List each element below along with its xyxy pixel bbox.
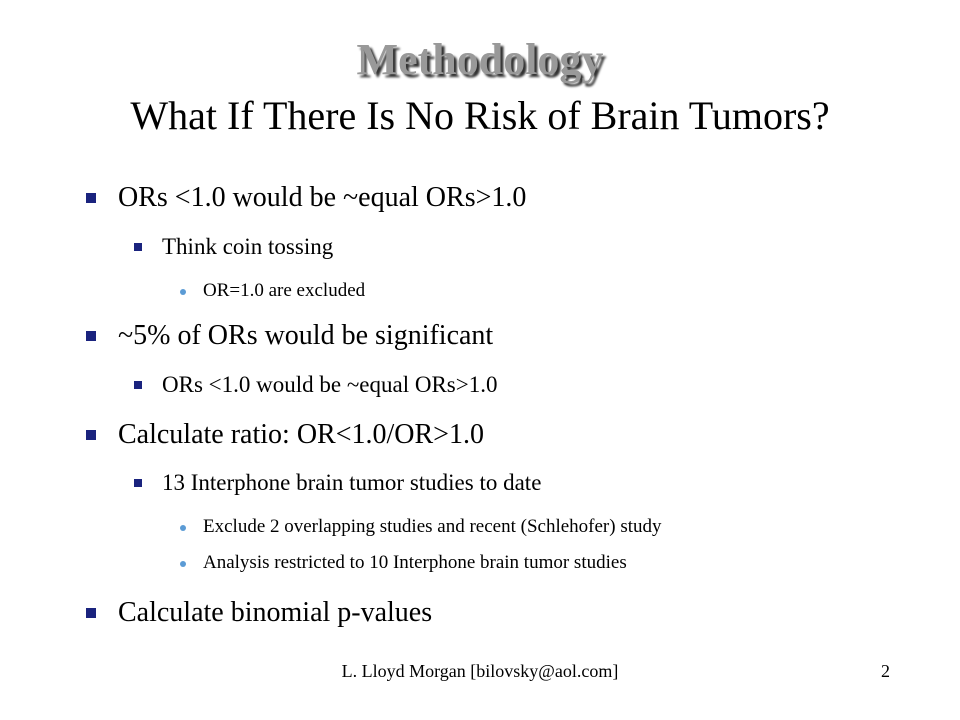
- square-bullet-icon: [134, 479, 142, 487]
- square-bullet-icon: [86, 608, 96, 618]
- bullet-text: Calculate ratio: OR<1.0/OR>1.0: [118, 419, 484, 450]
- bullet-item: Calculate ratio: OR<1.0/OR>1.0: [118, 418, 484, 452]
- square-bullet-icon: [134, 243, 142, 251]
- bullet-item: OR=1.0 are excluded: [203, 279, 365, 303]
- bullet-item: ~5% of ORs would be significant: [118, 319, 493, 353]
- bullet-text: Analysis restricted to 10 Interphone bra…: [203, 552, 627, 573]
- bullet-text: Think coin tossing: [162, 234, 334, 259]
- bullet-text: ORs <1.0 would be ~equal ORs>1.0: [162, 372, 498, 397]
- square-bullet-icon: [86, 331, 96, 341]
- bullet-item: ORs <1.0 would be ~equal ORs>1.0: [162, 371, 497, 399]
- bullet-text: OR=1.0 are excluded: [203, 280, 366, 301]
- dot-bullet-icon: [180, 289, 186, 295]
- bullet-item: Calculate binomial p-values: [118, 596, 432, 630]
- bullet-item: Think coin tossing: [162, 233, 333, 261]
- bullet-item: ORs <1.0 would be ~equal ORs>1.0: [118, 181, 526, 215]
- page-number: 2: [881, 661, 890, 681]
- slide-subtitle: What If There Is No Risk of Brain Tumors…: [130, 93, 830, 138]
- square-bullet-icon: [134, 381, 142, 389]
- dot-bullet-icon: [180, 561, 186, 567]
- bullet-item: Analysis restricted to 10 Interphone bra…: [203, 551, 627, 575]
- bullet-text: Exclude 2 overlapping studies and recent…: [203, 516, 662, 537]
- bullet-text: 13 Interphone brain tumor studies to dat…: [162, 470, 542, 495]
- bullet-text: Calculate binomial p-values: [118, 597, 433, 628]
- square-bullet-icon: [86, 430, 96, 440]
- slide-title: Methodology: [356, 35, 604, 84]
- dot-bullet-icon: [180, 525, 186, 531]
- square-bullet-icon: [86, 193, 96, 203]
- bullet-text: ORs <1.0 would be ~equal ORs>1.0: [118, 182, 527, 213]
- bullet-item: Exclude 2 overlapping studies and recent…: [203, 515, 662, 539]
- slide-footer: L. Lloyd Morgan [bilovsky@aol.com]: [341, 661, 619, 681]
- bullet-text: ~5% of ORs would be significant: [118, 320, 494, 351]
- bullet-item: 13 Interphone brain tumor studies to dat…: [162, 469, 541, 497]
